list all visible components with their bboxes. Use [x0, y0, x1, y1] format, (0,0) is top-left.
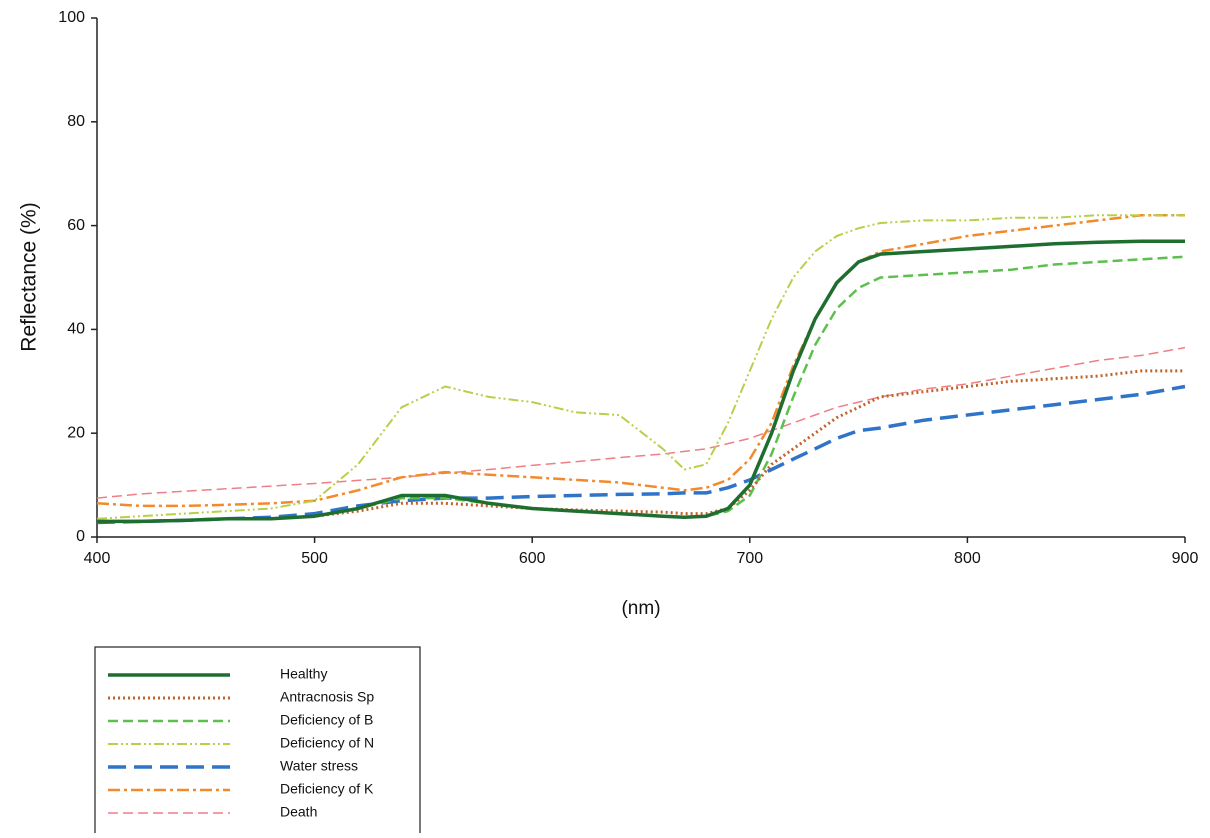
series-line — [97, 255, 1186, 523]
x-tick-label: 500 — [301, 550, 328, 567]
legend-label: Deficiency of B — [280, 712, 373, 728]
y-tick-label: 60 — [67, 217, 85, 234]
series-line — [96, 213, 1185, 508]
y-tick-label: 20 — [67, 424, 85, 441]
legend-label: Water stress — [280, 758, 358, 774]
legend-label: Antracnosis Sp — [280, 689, 374, 705]
legend-label: Death — [280, 804, 317, 820]
series-line — [96, 384, 1186, 525]
legend-label: Healthy — [280, 666, 327, 682]
x-tick-label: 900 — [1172, 550, 1199, 567]
y-tick-label: 100 — [58, 9, 85, 26]
y-axis-label: Reflectance (%) — [18, 202, 41, 351]
series-line — [96, 346, 1186, 499]
x-tick-label: 700 — [736, 550, 763, 567]
legend-label: Deficiency of N — [280, 735, 374, 751]
y-tick-label: 40 — [67, 321, 85, 338]
x-tick-label: 600 — [519, 550, 546, 567]
legend-label: Deficiency of K — [280, 781, 374, 797]
series-line — [97, 239, 1185, 524]
y-tick-label: 0 — [76, 528, 85, 545]
x-tick-label: 800 — [954, 550, 981, 567]
series-line — [97, 369, 1185, 523]
y-tick-label: 80 — [67, 113, 85, 130]
x-axis-label: (nm) — [621, 598, 660, 619]
x-tick-label: 400 — [84, 550, 111, 567]
series-line — [96, 214, 1185, 520]
